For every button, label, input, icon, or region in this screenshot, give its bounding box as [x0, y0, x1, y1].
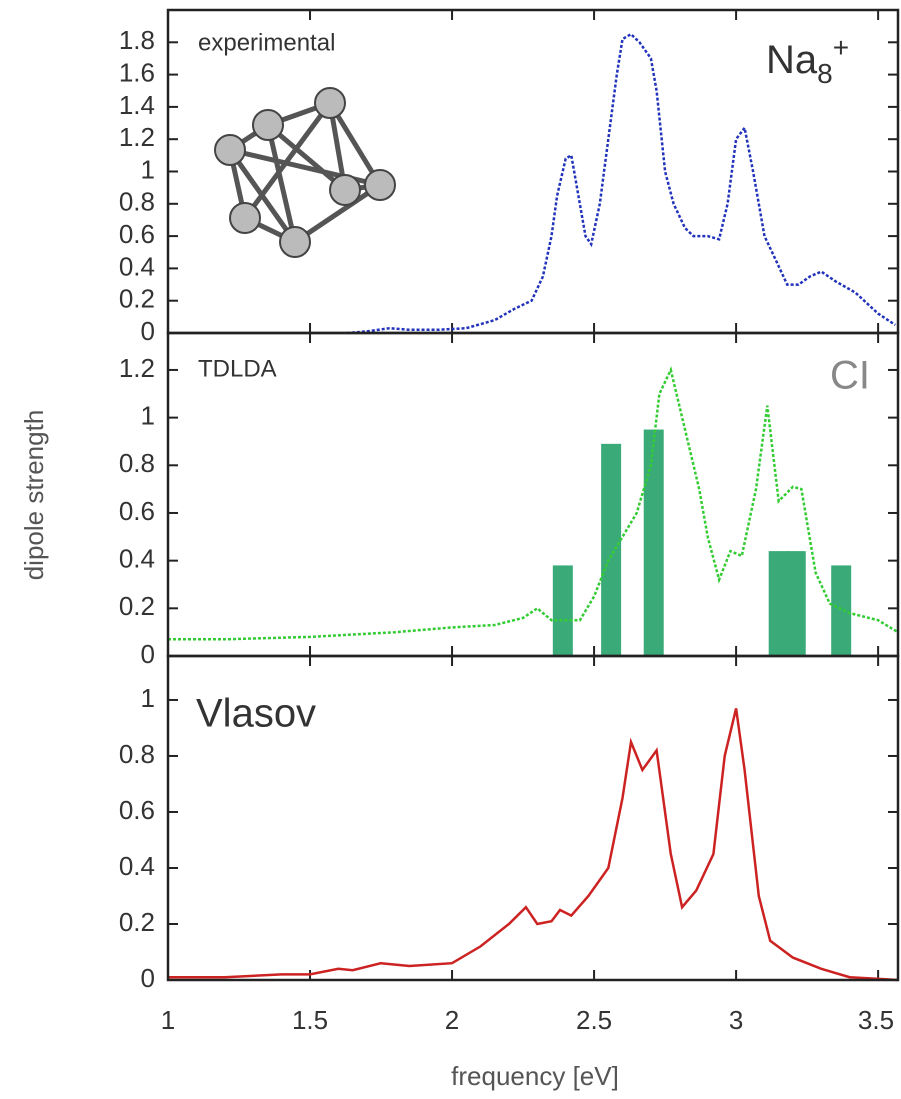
- formula-part: 8: [817, 58, 833, 89]
- y-tick-label: 1: [141, 683, 155, 713]
- x-tick-label: 1: [161, 1005, 175, 1035]
- y-axis-label: dipole strength: [19, 410, 49, 581]
- ci-bar: [552, 565, 573, 656]
- ci-label: CI: [830, 354, 870, 398]
- y-tick-label: 0.8: [119, 187, 155, 217]
- ci-bar: [768, 551, 789, 656]
- annotation: experimental: [198, 29, 335, 56]
- x-tick-label: 2.5: [576, 1005, 612, 1035]
- y-tick-label: 0: [141, 963, 155, 993]
- y-tick-label: 0.4: [119, 544, 155, 574]
- y-tick-label: 0.6: [119, 496, 155, 526]
- y-tick-label: 0.2: [119, 284, 155, 314]
- plot-frame: [166, 654, 900, 982]
- y-tick-label: 0.8: [119, 448, 155, 478]
- ci-bar: [643, 429, 664, 656]
- data-line: [168, 366, 899, 641]
- y-tick-label: 1.2: [119, 122, 155, 152]
- data-line: [168, 708, 899, 982]
- y-tick-label: 0.4: [119, 251, 155, 281]
- x-tick-label: 3.5: [858, 1005, 894, 1035]
- y-tick-label: 0.8: [119, 739, 155, 769]
- y-tick-label: 1.8: [119, 25, 155, 55]
- y-tick-label: 0.2: [119, 907, 155, 937]
- y-tick-label: 1.2: [119, 353, 155, 383]
- y-tick-label: 0.6: [119, 795, 155, 825]
- y-tick-label: 1.6: [119, 57, 155, 87]
- x-tick-label: 1.5: [292, 1005, 328, 1035]
- y-tick-label: 0: [141, 639, 155, 669]
- formula-part: Na: [766, 38, 818, 82]
- y-tick-label: 0.6: [119, 219, 155, 249]
- data-line: [346, 32, 896, 335]
- y-tick-label: 1.4: [119, 90, 155, 120]
- x-axis-label: frequency [eV]: [451, 1061, 619, 1091]
- x-tick-label: 2: [445, 1005, 459, 1035]
- x-tick-label: 3: [729, 1005, 743, 1035]
- ci-bar: [785, 551, 806, 656]
- y-tick-label: 1: [141, 400, 155, 430]
- cluster-icon: [214, 87, 396, 258]
- ci-bar: [601, 443, 622, 656]
- formula-part: +: [833, 32, 849, 63]
- annotation: Vlasov: [196, 692, 316, 736]
- formula: Na8+: [766, 32, 849, 89]
- y-tick-label: 0.2: [119, 591, 155, 621]
- annotation: TDLDA: [198, 355, 277, 382]
- ci-bar: [831, 565, 852, 656]
- y-tick-label: 1: [141, 154, 155, 184]
- y-tick-label: 0.4: [119, 851, 155, 881]
- y-tick-label: 0: [141, 316, 155, 346]
